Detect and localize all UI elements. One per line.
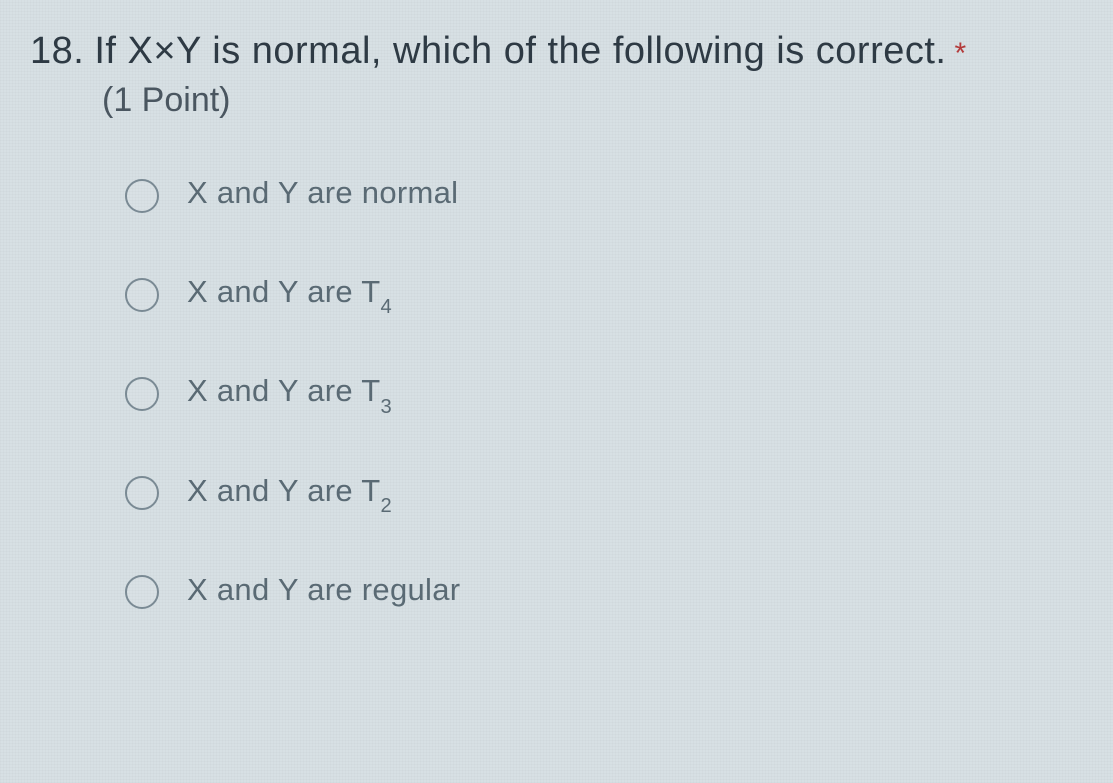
- radio-icon[interactable]: [125, 476, 159, 510]
- options-list: X and Y are normal X and Y are T4 X and …: [125, 175, 1073, 613]
- question-text-line: 18. If X×Y is normal, which of the follo…: [30, 30, 1073, 73]
- option-label: X and Y are T2: [187, 473, 392, 514]
- radio-icon[interactable]: [125, 377, 159, 411]
- radio-icon[interactable]: [125, 179, 159, 213]
- option-text: X and Y are normal: [187, 175, 458, 210]
- question-points: (1 Point): [102, 81, 1073, 120]
- option-0[interactable]: X and Y are normal: [125, 175, 1073, 216]
- option-text: X and Y are T: [187, 373, 381, 408]
- option-text: X and Y are regular: [187, 572, 460, 607]
- option-subscript: 4: [381, 296, 393, 318]
- question-block: 18. If X×Y is normal, which of the follo…: [30, 30, 1073, 613]
- option-text: X and Y are T: [187, 473, 381, 508]
- option-label: X and Y are T3: [187, 373, 392, 414]
- option-subscript: 3: [381, 396, 393, 418]
- option-1[interactable]: X and Y are T4: [125, 274, 1073, 315]
- question-number: 18.: [30, 30, 84, 73]
- option-label: X and Y are regular: [187, 572, 460, 613]
- question-text: If X×Y is normal, which of the following…: [94, 30, 946, 73]
- option-text: X and Y are T: [187, 274, 381, 309]
- option-2[interactable]: X and Y are T3: [125, 373, 1073, 414]
- option-4[interactable]: X and Y are regular: [125, 572, 1073, 613]
- option-3[interactable]: X and Y are T2: [125, 473, 1073, 514]
- required-asterisk: *: [954, 37, 966, 71]
- option-subscript: 2: [381, 495, 393, 517]
- radio-icon[interactable]: [125, 575, 159, 609]
- radio-icon[interactable]: [125, 278, 159, 312]
- option-label: X and Y are T4: [187, 274, 392, 315]
- option-label: X and Y are normal: [187, 175, 458, 216]
